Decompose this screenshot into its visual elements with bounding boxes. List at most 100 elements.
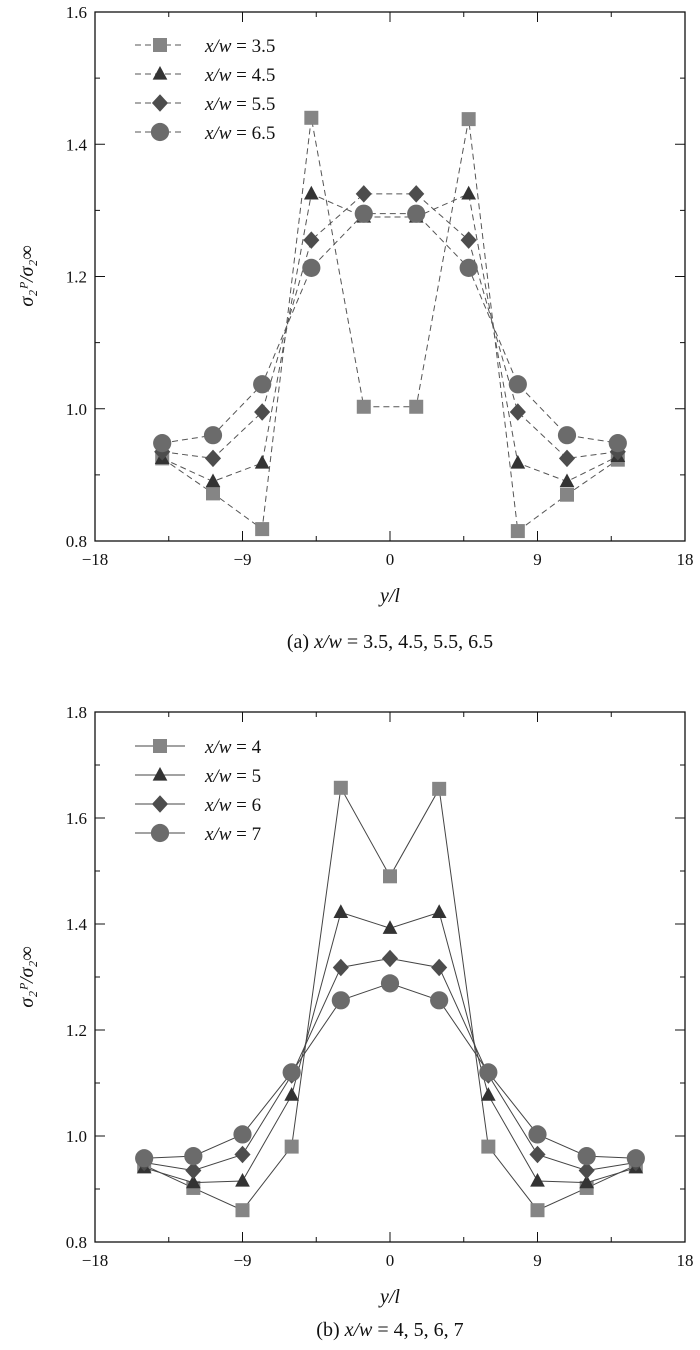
series-1 <box>155 110 625 539</box>
series-line <box>143 786 637 1211</box>
legend: x/w = 4 x/w = 5 x/w = 6 x/w = 7 <box>135 737 262 845</box>
legend-marker <box>151 94 169 112</box>
x-tick-label: −9 <box>233 1251 251 1270</box>
x-tick-label: −18 <box>82 550 109 569</box>
data-point <box>579 1174 595 1189</box>
x-tick-label: 18 <box>677 550 694 569</box>
y-tick-label: 1.2 <box>66 268 87 287</box>
data-point <box>480 1087 496 1101</box>
data-point <box>407 204 426 223</box>
chart-panel-a: −18 −9 0 9 18 0.8 1.0 1.2 1.4 1.6 y/l σ₂ᴾ/σ₂∞ x/w = … <box>16 3 694 653</box>
series-line <box>161 193 619 483</box>
x-tick-label: −18 <box>82 1251 109 1270</box>
data-point <box>529 1145 546 1164</box>
data-point <box>460 231 477 249</box>
y-tick-label: 1.2 <box>66 1021 87 1040</box>
series-3 <box>154 185 626 468</box>
x-tick-label: 0 <box>386 550 395 569</box>
y-tick-label: 0.8 <box>66 1233 87 1252</box>
data-point <box>303 185 319 200</box>
data-point <box>479 1063 498 1082</box>
legend-label: x/w = 6 <box>204 795 261 816</box>
data-point <box>409 399 424 414</box>
series-4 <box>135 974 645 1168</box>
data-point <box>233 1125 252 1144</box>
data-point <box>528 1125 547 1144</box>
data-point <box>381 949 399 968</box>
legend-label: x/w = 7 <box>204 824 261 845</box>
series-line <box>144 982 636 1159</box>
data-point <box>559 473 575 488</box>
data-point <box>235 1203 250 1218</box>
legend-label: x/w = 5 <box>204 766 261 787</box>
y-tick-label: 1.4 <box>66 915 88 934</box>
data-point <box>185 1161 202 1180</box>
x-axis-label: y/l <box>378 1286 400 1308</box>
data-point <box>333 780 348 795</box>
data-point <box>206 486 220 501</box>
data-point <box>284 1139 299 1154</box>
data-point <box>459 258 478 278</box>
series-1 <box>137 780 643 1218</box>
data-point <box>510 454 526 469</box>
data-point <box>333 904 349 918</box>
y-axis-label: σ₂ᴾ/σ₂∞ <box>16 946 38 1007</box>
data-point <box>153 434 172 453</box>
data-point <box>185 1174 201 1189</box>
data-point <box>383 869 397 884</box>
data-point <box>303 231 320 249</box>
data-point <box>461 185 477 200</box>
series-4 <box>153 204 627 453</box>
figure-caption: (a) x/w = 3.5, 4.5, 5.5, 6.5 <box>287 631 493 653</box>
y-tick-label: 1.6 <box>66 3 87 22</box>
legend-label: x/w = 4.5 <box>204 65 275 86</box>
data-point <box>284 1087 300 1101</box>
series-2 <box>136 904 644 1189</box>
data-point <box>432 781 447 796</box>
legend-label: x/w = 5.5 <box>204 94 275 115</box>
data-point <box>304 110 319 125</box>
data-point <box>408 185 425 203</box>
data-point <box>608 434 627 453</box>
data-point <box>461 112 476 127</box>
plot-frame <box>94 11 686 542</box>
y-tick-label: 0.8 <box>66 532 87 551</box>
data-point <box>204 449 222 468</box>
data-point <box>356 399 371 414</box>
x-tick-label: 0 <box>386 1251 395 1270</box>
y-tick-label: 1.4 <box>66 135 88 154</box>
data-point <box>234 1145 251 1164</box>
data-point <box>254 403 271 421</box>
series-line <box>162 193 618 459</box>
data-point <box>205 473 221 488</box>
x-axis-label: y/l <box>378 585 400 607</box>
x-tick-label: 18 <box>677 1251 694 1270</box>
data-point <box>577 1147 596 1166</box>
series-line <box>161 117 619 532</box>
legend-label: x/w = 3.5 <box>204 36 275 57</box>
data-point <box>355 185 372 203</box>
data-point <box>560 487 574 502</box>
data-point <box>302 258 321 278</box>
data-point <box>530 1203 545 1218</box>
data-point <box>509 403 526 421</box>
legend-label: x/w = 6.5 <box>204 123 275 144</box>
series-line <box>162 213 618 444</box>
x-tick-label: −9 <box>233 550 251 569</box>
data-point <box>282 1063 301 1082</box>
data-point <box>253 375 272 394</box>
series-2 <box>154 185 626 488</box>
data-point <box>255 522 270 537</box>
data-point <box>332 958 349 977</box>
series-3 <box>136 949 644 1180</box>
x-tick-label: 9 <box>533 1251 542 1270</box>
data-point <box>135 1149 154 1168</box>
data-point <box>508 375 527 394</box>
data-point <box>530 1173 545 1187</box>
y-tick-label: 1.0 <box>66 1127 87 1146</box>
y-tick-label: 1.0 <box>66 400 87 419</box>
data-point <box>254 454 270 469</box>
legend-marker <box>152 65 168 80</box>
data-point <box>380 974 400 993</box>
